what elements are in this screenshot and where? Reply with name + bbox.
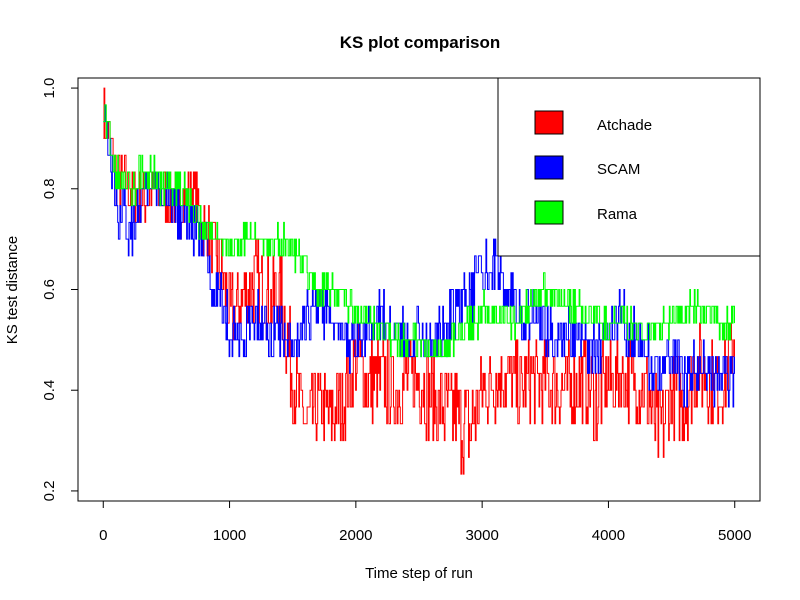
y-tick-label: 0.6: [41, 279, 58, 300]
legend-swatch-rama: [534, 200, 564, 225]
y-tick-label: 0.2: [41, 480, 58, 501]
legend-label-rama: Rama: [597, 206, 638, 223]
x-axis-label: Time step of run: [365, 565, 473, 582]
legend-label-scam: SCAM: [597, 161, 640, 178]
legend-item-rama: Rama: [534, 200, 638, 225]
y-axis-label: KS test distance: [4, 236, 21, 344]
legend-swatch-atchade: [534, 110, 564, 135]
y-axis: 0.2 0.4 0.6 0.8 1.0: [41, 78, 79, 501]
series-line-atchade: [103, 87, 735, 475]
legend-item-atchade: Atchade: [534, 110, 652, 135]
x-tick-label: 2000: [339, 527, 372, 544]
y-tick-label: 1.0: [41, 78, 58, 99]
x-tick-label: 3000: [465, 527, 498, 544]
x-tick-label: 0: [99, 527, 107, 544]
legend-item-scam: SCAM: [534, 155, 640, 180]
chart-title: KS plot comparison: [340, 33, 501, 52]
y-tick-label: 0.8: [41, 178, 58, 199]
series-layer: [103, 87, 735, 475]
legend-label-atchade: Atchade: [597, 117, 652, 134]
legend: Atchade SCAM Rama: [497, 77, 761, 257]
x-tick-label: 1000: [213, 527, 246, 544]
x-tick-label: 4000: [592, 527, 625, 544]
legend-swatch-scam: [534, 155, 564, 180]
series-line-rama: [103, 104, 735, 358]
y-tick-label: 0.4: [41, 380, 58, 401]
x-axis: 0 1000 2000 3000 4000 5000: [99, 500, 751, 544]
x-tick-label: 5000: [718, 527, 751, 544]
